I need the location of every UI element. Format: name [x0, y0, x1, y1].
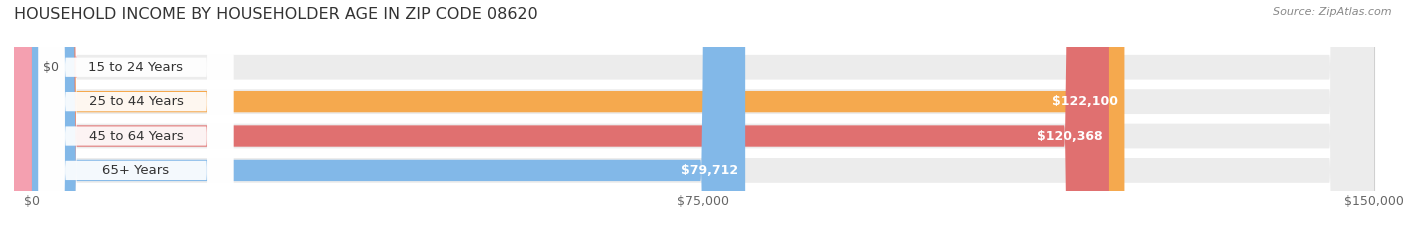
Text: 25 to 44 Years: 25 to 44 Years: [89, 95, 183, 108]
FancyBboxPatch shape: [39, 0, 233, 233]
FancyBboxPatch shape: [39, 0, 233, 233]
Text: Source: ZipAtlas.com: Source: ZipAtlas.com: [1274, 7, 1392, 17]
Text: 65+ Years: 65+ Years: [103, 164, 170, 177]
FancyBboxPatch shape: [32, 0, 1374, 233]
FancyBboxPatch shape: [0, 0, 77, 233]
Text: HOUSEHOLD INCOME BY HOUSEHOLDER AGE IN ZIP CODE 08620: HOUSEHOLD INCOME BY HOUSEHOLDER AGE IN Z…: [14, 7, 538, 22]
Text: 15 to 24 Years: 15 to 24 Years: [89, 61, 183, 74]
FancyBboxPatch shape: [39, 0, 233, 233]
FancyBboxPatch shape: [32, 0, 1125, 233]
FancyBboxPatch shape: [32, 0, 1374, 233]
Text: $122,100: $122,100: [1052, 95, 1118, 108]
FancyBboxPatch shape: [39, 0, 233, 233]
FancyBboxPatch shape: [32, 0, 1109, 233]
Text: $79,712: $79,712: [682, 164, 738, 177]
FancyBboxPatch shape: [32, 0, 745, 233]
Text: $0: $0: [42, 61, 59, 74]
Text: 45 to 64 Years: 45 to 64 Years: [89, 130, 183, 143]
FancyBboxPatch shape: [32, 0, 1374, 233]
Text: $120,368: $120,368: [1036, 130, 1102, 143]
FancyBboxPatch shape: [32, 0, 1374, 233]
